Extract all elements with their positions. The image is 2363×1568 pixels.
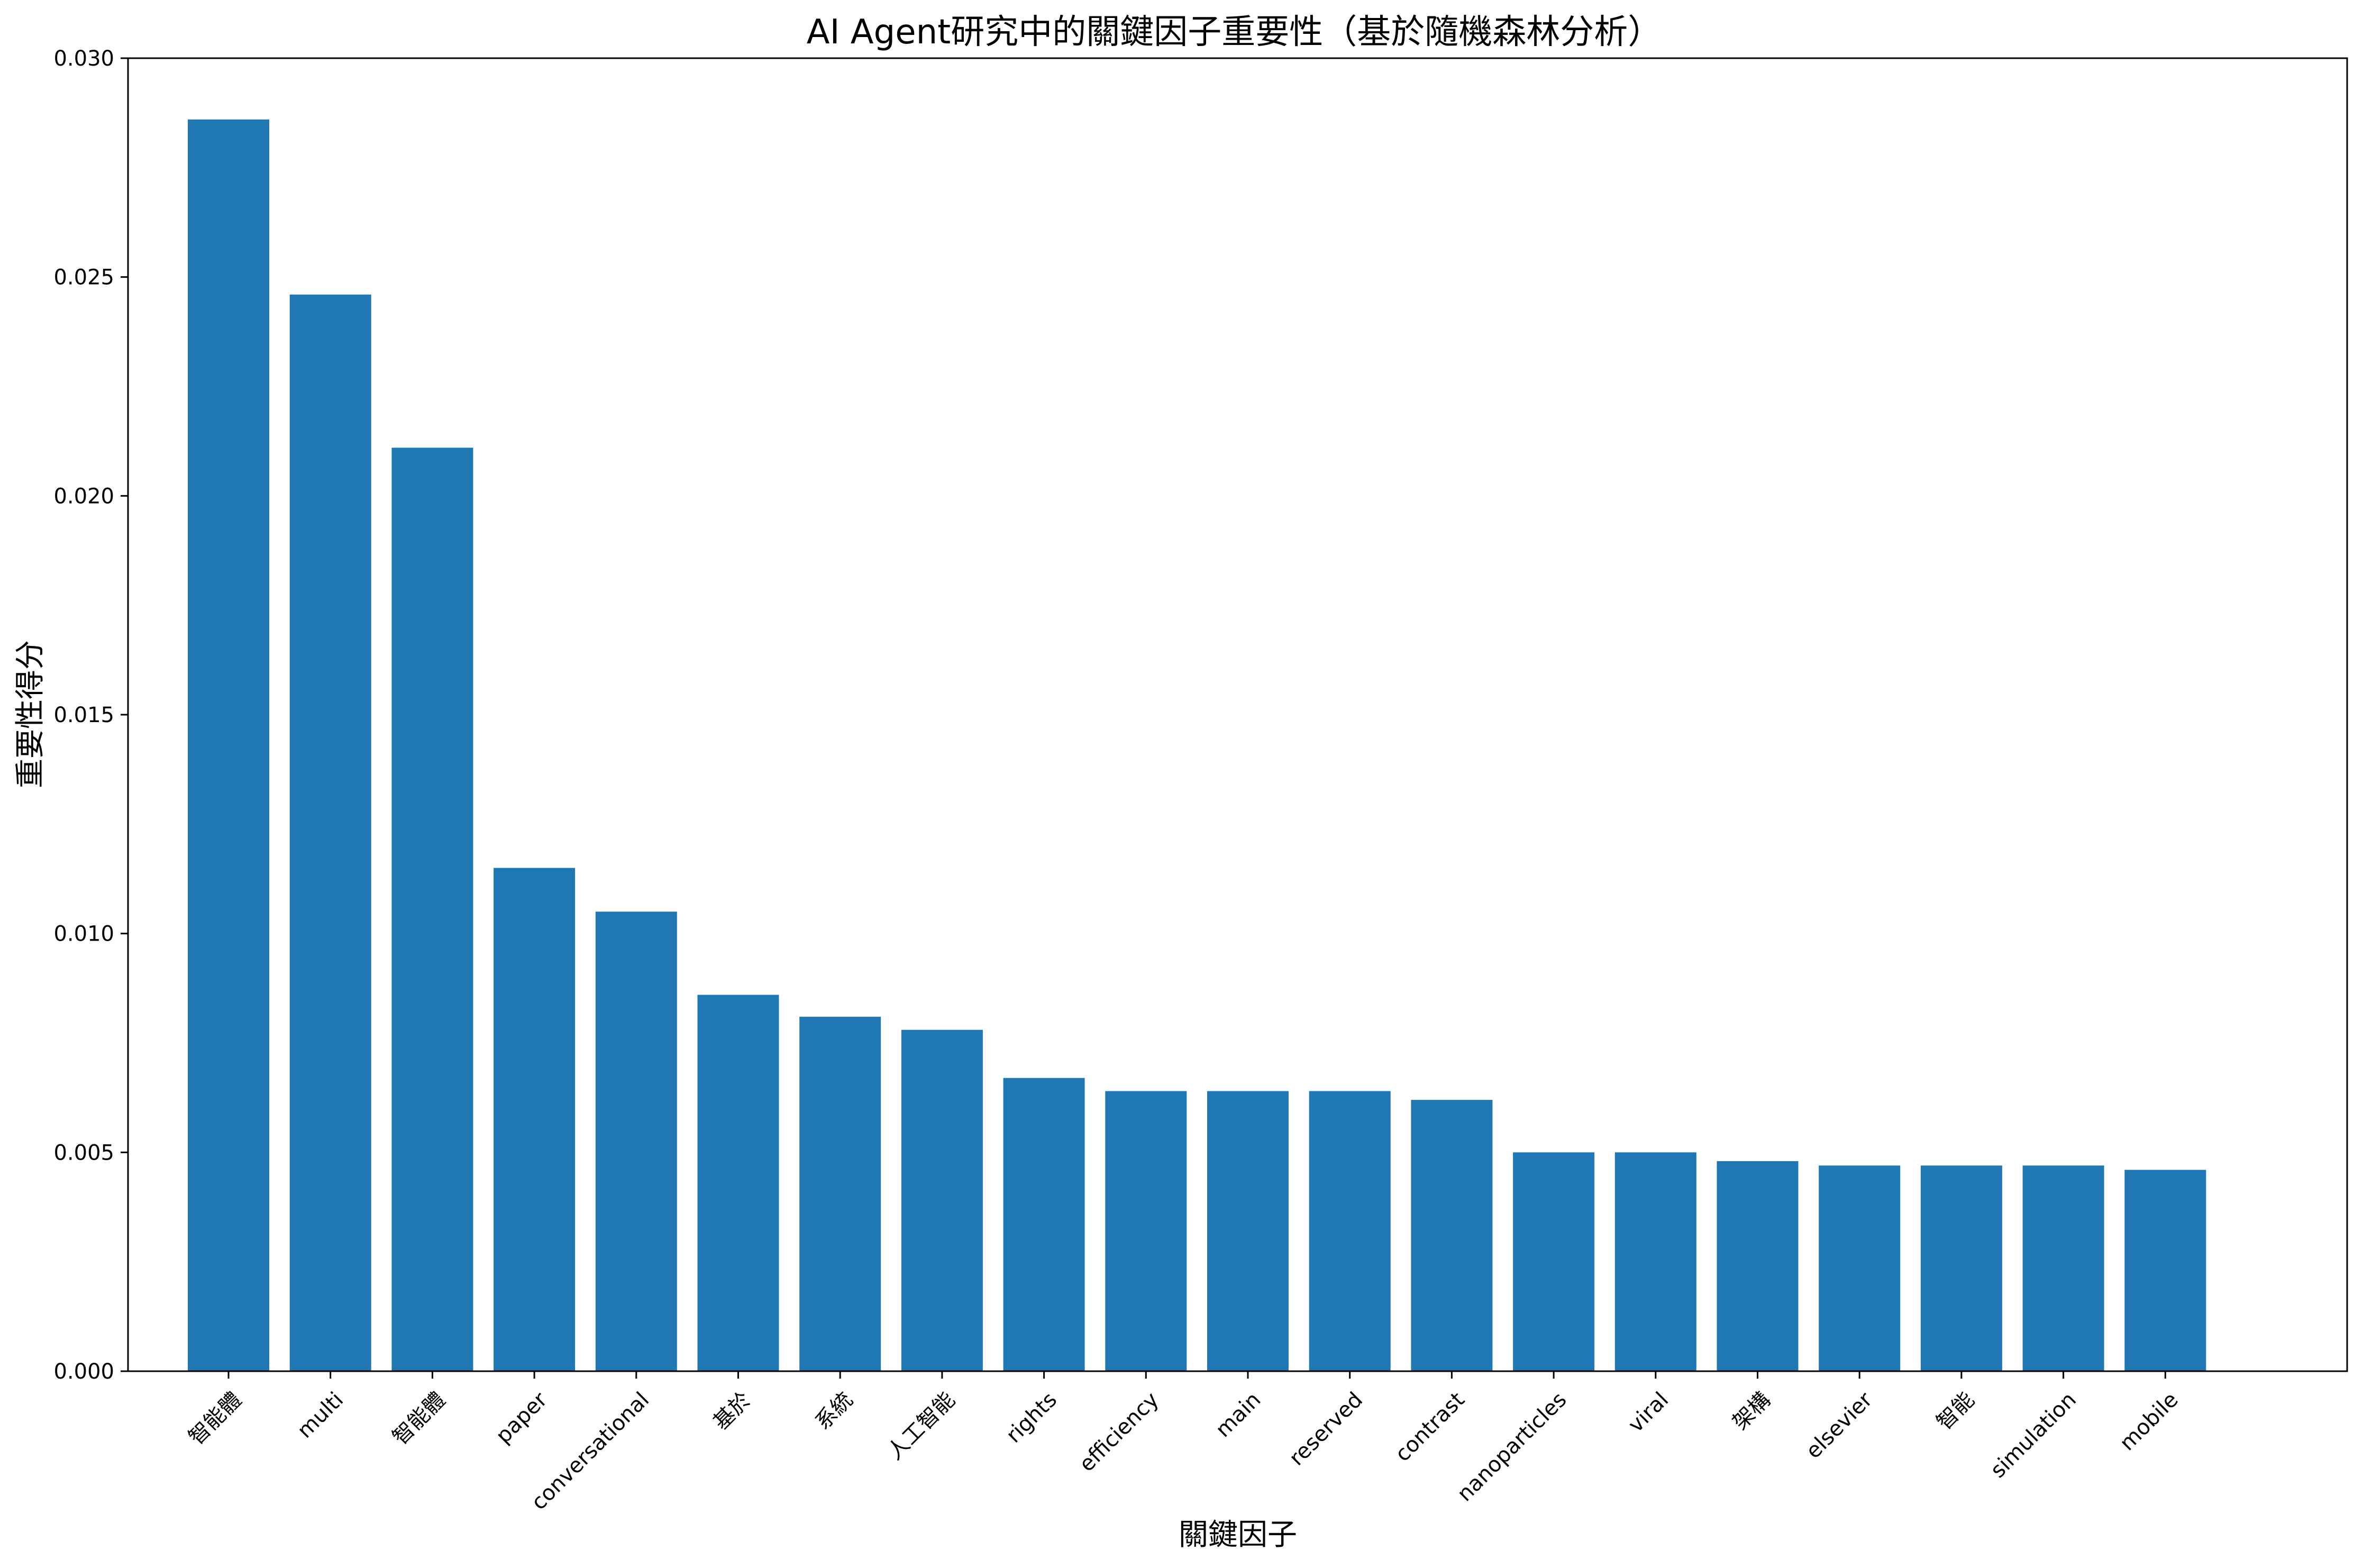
bar-5 bbox=[697, 995, 779, 1371]
bar-6 bbox=[799, 1016, 881, 1371]
y-tick-label-1: 0.005 bbox=[53, 1141, 114, 1165]
y-tick-label-4: 0.020 bbox=[53, 484, 114, 508]
bar-14 bbox=[1614, 1152, 1696, 1371]
x-tick-label-11: reserved bbox=[1284, 1388, 1367, 1471]
x-tick-label-8: rights bbox=[1001, 1388, 1062, 1448]
x-tick-label-3: paper bbox=[491, 1388, 552, 1448]
bar-11 bbox=[1309, 1091, 1391, 1371]
bar-10 bbox=[1207, 1091, 1289, 1371]
y-tick-label-3: 0.015 bbox=[53, 703, 114, 727]
x-tick-label-16: elsevier bbox=[1801, 1388, 1877, 1464]
bar-18 bbox=[2022, 1165, 2104, 1371]
x-tick-label-13: nanoparticles bbox=[1453, 1388, 1571, 1506]
x-tick-label-10: main bbox=[1211, 1388, 1265, 1442]
y-axis-label: 重要性得分 bbox=[13, 640, 48, 788]
bar-12 bbox=[1411, 1100, 1493, 1371]
bar-15 bbox=[1717, 1161, 1799, 1371]
bars-layer bbox=[188, 119, 2206, 1371]
x-tick-label-14: viral bbox=[1623, 1388, 1673, 1437]
bar-8 bbox=[1003, 1078, 1085, 1371]
x-tick-label-15: 架構 bbox=[1728, 1388, 1775, 1435]
x-tick-label-18: simulation bbox=[1986, 1388, 2081, 1483]
x-tick-label-9: efficiency bbox=[1074, 1388, 1163, 1476]
bar-16 bbox=[1819, 1165, 1901, 1371]
x-axis-label: 關鍵因子 bbox=[1179, 1518, 1297, 1552]
chart-title: AI Agent研究中的關鍵因子重要性（基於隨機森林分析） bbox=[807, 13, 1662, 52]
x-tick-label-12: contrast bbox=[1391, 1388, 1470, 1466]
y-tick-label-5: 0.025 bbox=[53, 266, 114, 290]
y-tick-label-2: 0.010 bbox=[53, 922, 114, 946]
x-tick-label-17: 智能 bbox=[1932, 1388, 1979, 1435]
x-tick-label-7: 人工智能 bbox=[883, 1388, 960, 1465]
bar-4 bbox=[595, 911, 677, 1371]
plot-frame bbox=[127, 57, 2348, 1372]
x-tick-label-0: 智能體 bbox=[184, 1388, 246, 1450]
bar-0 bbox=[188, 119, 269, 1371]
x-tick-label-5: 基於 bbox=[709, 1388, 756, 1435]
y-tick-label-0: 0.000 bbox=[53, 1360, 114, 1384]
bar-7 bbox=[901, 1029, 983, 1371]
x-tick-label-6: 系統 bbox=[811, 1388, 858, 1435]
bar-19 bbox=[2124, 1170, 2206, 1371]
bar-2 bbox=[391, 448, 473, 1371]
x-tick-label-1: multi bbox=[293, 1388, 348, 1443]
bar-1 bbox=[289, 294, 371, 1371]
bar-13 bbox=[1513, 1152, 1595, 1371]
x-tick-label-19: mobile bbox=[2115, 1388, 2183, 1455]
bar-9 bbox=[1105, 1091, 1187, 1371]
bar-17 bbox=[1920, 1165, 2002, 1371]
bar-3 bbox=[494, 868, 576, 1371]
y-tick-label-6: 0.030 bbox=[53, 47, 114, 71]
x-tick-label-2: 智能體 bbox=[388, 1388, 450, 1450]
